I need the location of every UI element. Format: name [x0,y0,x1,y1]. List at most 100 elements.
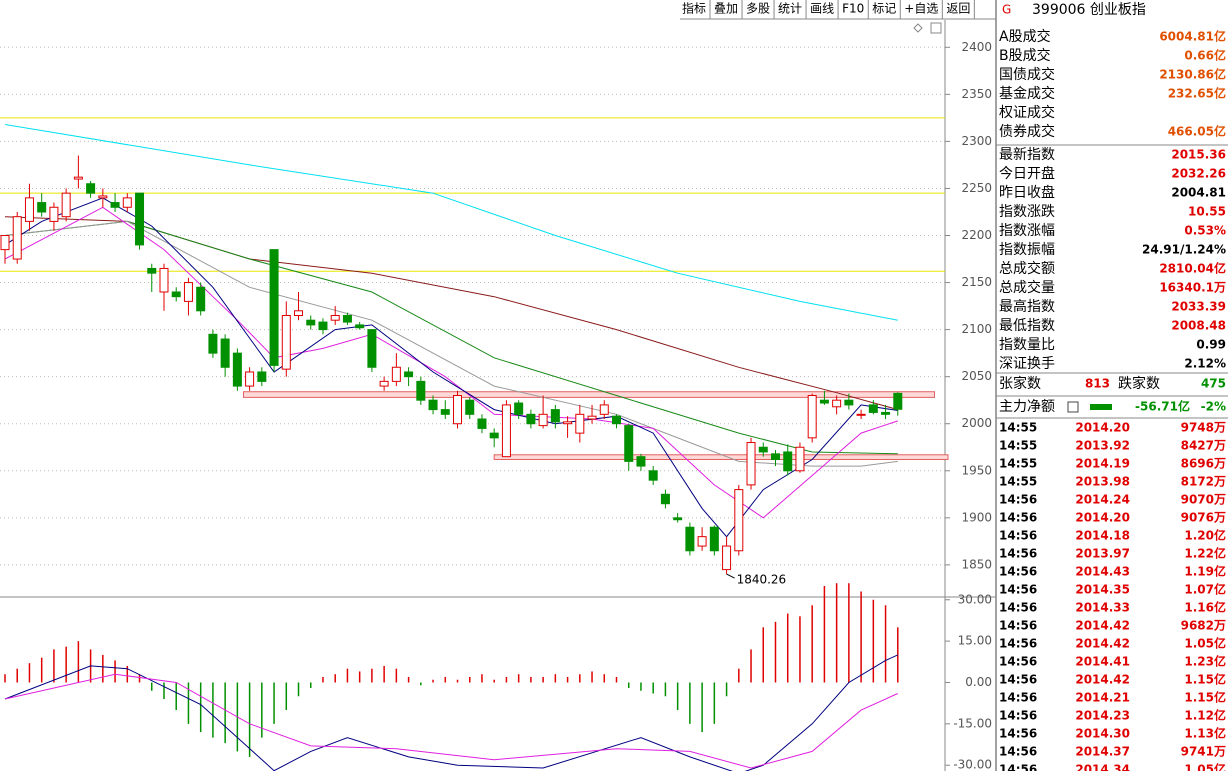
stat-value: 0.53% [1184,224,1226,238]
candle-body [98,195,108,199]
trade-price: 2014.20 [1075,511,1130,525]
stat-value: 2008.48 [1171,319,1226,333]
candle-body [697,536,707,547]
candle-body [526,413,536,425]
scroll-box[interactable] [930,22,942,34]
candle-body [232,352,242,387]
candle-body [624,425,634,462]
y-tick-label: 2200 [961,228,992,242]
candle-body [538,413,548,427]
toolbar-button[interactable]: 画线 [810,2,834,16]
stat-value: 2004.81 [1171,186,1226,200]
trade-time: 14:56 [999,529,1037,543]
toolbar-button[interactable]: 统计 [778,2,802,16]
candle-body [379,380,389,387]
candle-body [856,413,866,416]
trade-time: 14:56 [999,727,1037,741]
candle-body [269,249,279,366]
trade-time: 14:56 [999,511,1037,525]
stat-value: -56.71亿 [1135,399,1190,414]
toolbar-button[interactable]: 指标 [682,1,706,16]
candle-body [367,329,377,368]
trade-time: 14:56 [999,691,1037,705]
stat-value: 6004.81亿 [1159,29,1226,44]
y-tick-label: -15.00 [953,716,992,730]
trade-price: 2014.34 [1075,763,1130,771]
trade-time: 14:55 [999,421,1037,435]
candle-body [86,183,96,194]
trade-volume: 8427万 [1181,439,1226,453]
candle-body [648,470,658,481]
candle-body [819,399,829,404]
trade-price: 2014.37 [1075,745,1130,759]
candle-body [73,176,83,180]
candle-body [501,404,511,458]
trade-volume: 1.15亿 [1184,672,1226,687]
trade-price: 2014.21 [1075,691,1130,705]
stat-label: 今日开盘 [999,165,1055,182]
candle-body [636,456,646,467]
candle-body [734,489,744,552]
trade-time: 14:56 [999,601,1037,615]
flow-bar [1090,404,1112,410]
trade-volume: 1.07亿 [1184,582,1226,597]
trade-price: 2014.41 [1075,655,1130,669]
candle-body [24,197,34,222]
trade-price: 2014.35 [1075,583,1130,597]
toolbar-button[interactable]: F10 [842,2,864,16]
trade-price: 2014.20 [1075,421,1130,435]
candle-body [758,446,768,453]
trade-price: 2013.97 [1075,547,1130,561]
stat-label: 最新指数 [999,147,1055,163]
candle-body [893,392,903,410]
stat-label: 指数涨幅 [999,223,1055,239]
trade-volume: 9741万 [1181,745,1226,759]
trade-price: 2014.42 [1075,637,1130,651]
icon[interactable] [913,23,923,33]
candle-body [281,314,291,370]
candle-body [868,404,878,413]
candle-body [147,267,157,274]
candle-body [722,545,732,571]
candle-body [159,267,169,293]
candle-body [135,192,145,246]
y-tick-label: 2300 [961,134,992,148]
y-tick-label: 1900 [961,510,992,524]
trade-time: 14:56 [999,763,1037,771]
zone [242,391,935,398]
y-tick-label: -30.00 [953,758,992,771]
candle-body [355,324,365,329]
toolbar-button[interactable]: 叠加 [714,2,738,16]
toolbar-button[interactable]: +自选 [904,2,938,16]
ma-line [4,673,899,769]
candle-body [599,404,609,415]
candle-body [404,371,414,378]
stat-value: 2810.04亿 [1159,261,1226,276]
y-tick-label: 0.00 [965,675,992,689]
candle-body [342,314,352,323]
stat-label: 总成交量 [999,279,1055,296]
y-tick-label: 2000 [961,416,992,430]
candle-body [183,282,193,302]
trade-price: 2014.30 [1075,727,1130,741]
toolbar-button[interactable]: 标记 [872,2,896,16]
stat-value: -2% [1201,400,1226,414]
stat-value: 232.65亿 [1168,86,1226,101]
candle-body [306,319,316,326]
trade-time: 14:56 [999,745,1037,759]
candle-body [196,286,206,312]
y-tick-label: 2150 [961,275,992,289]
candle-body [673,517,683,521]
trade-volume: 1.12亿 [1184,708,1226,723]
panel-title: 399006 创业板指 [1032,2,1146,18]
trade-volume: 1.05亿 [1184,762,1226,771]
candle-body [807,394,817,439]
stat-value: 2015.36 [1171,148,1226,162]
trade-price: 2014.23 [1075,709,1130,723]
candle-body [318,321,328,331]
candle-body [171,291,181,298]
trade-volume: 9076万 [1181,511,1226,525]
toolbar-button[interactable]: 返回 [946,2,970,16]
toolbar-button[interactable]: 多股 [746,2,770,16]
